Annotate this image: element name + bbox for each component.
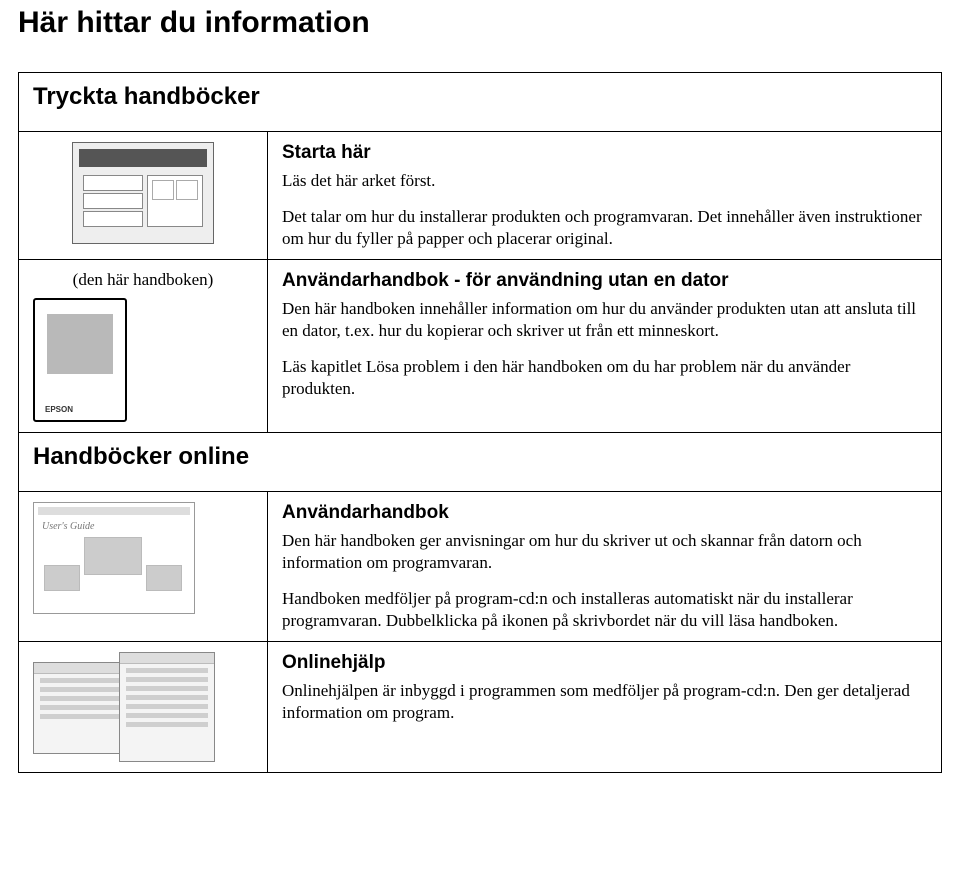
userguide-nopc-p2: Läs kapitlet Lösa problem i den här hand… <box>282 356 927 400</box>
thumb-cell-book: (den här handboken) EPSON <box>19 260 268 433</box>
thumb-cell-web: User's Guide <box>19 492 268 642</box>
table-row: Onlinehjälp Onlinehjälpen är inbyggd i p… <box>19 642 942 773</box>
table-row: (den här handboken) EPSON Användarhandbo… <box>19 260 942 433</box>
userguide-nopc-p1: Den här handboken innehåller information… <box>282 298 927 342</box>
start-p1: Läs det här arket först. <box>282 170 927 192</box>
thumb-web-label: User's Guide <box>42 521 94 532</box>
userguide-p2: Handboken medföljer på program-cd:n och … <box>282 588 927 632</box>
start-title: Starta här <box>282 142 927 164</box>
table-row: User's Guide Användarhandbok Den här han… <box>19 492 942 642</box>
table-row: Starta här Läs det här arket först. Det … <box>19 132 942 260</box>
onlinehelp-title: Onlinehjälp <box>282 652 927 674</box>
onlinehelp-thumbnail <box>33 652 213 762</box>
handbook-thumbnail: EPSON <box>33 298 127 422</box>
onlinehelp-p1: Onlinehjälpen är inbyggd i programmen so… <box>282 680 927 724</box>
this-book-caption: (den här handboken) <box>33 270 253 290</box>
brand-label: EPSON <box>45 405 73 414</box>
section-printed-title: Tryckta handböcker <box>33 83 927 111</box>
desc-cell-onlinehelp: Onlinehjälp Onlinehjälpen är inbyggd i p… <box>268 642 942 773</box>
section-online-title: Handböcker online <box>33 443 927 471</box>
thumb-cell-start <box>19 132 268 260</box>
section-printed: Tryckta handböcker <box>19 73 942 132</box>
start-sheet-thumbnail <box>72 142 214 244</box>
userguide-title: Användarhandbok <box>282 502 927 524</box>
guide-table: Tryckta handböcker Starta här Läs det hä… <box>18 72 942 773</box>
thumb-cell-help <box>19 642 268 773</box>
userguide-web-thumbnail: User's Guide <box>33 502 195 614</box>
userguide-p1: Den här handboken ger anvisningar om hur… <box>282 530 927 574</box>
desc-cell-userguide: Användarhandbok Den här handboken ger an… <box>268 492 942 642</box>
page-title: Här hittar du information <box>18 6 942 40</box>
start-p2: Det talar om hur du installerar produkte… <box>282 206 927 250</box>
desc-cell-book: Användarhandbok - för användning utan en… <box>268 260 942 433</box>
desc-cell-start: Starta här Läs det här arket först. Det … <box>268 132 942 260</box>
section-online: Handböcker online <box>19 433 942 492</box>
userguide-nopc-title: Användarhandbok - för användning utan en… <box>282 270 927 292</box>
